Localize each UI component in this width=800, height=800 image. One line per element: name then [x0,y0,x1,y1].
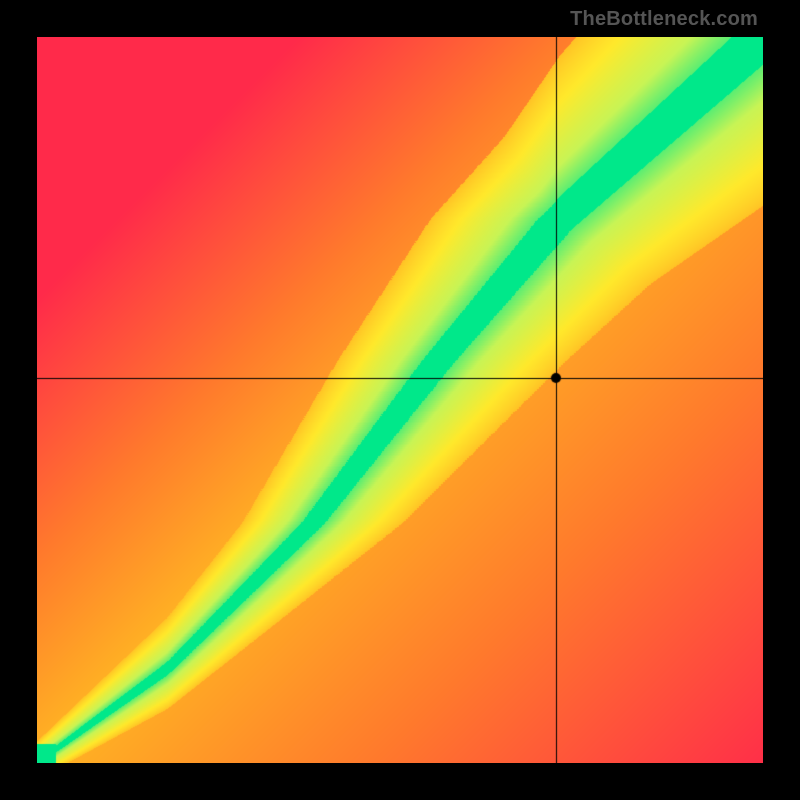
bottleneck-heatmap [37,37,763,763]
watermark-text: TheBottleneck.com [570,8,758,31]
chart-container: TheBottleneck.com [0,0,800,800]
